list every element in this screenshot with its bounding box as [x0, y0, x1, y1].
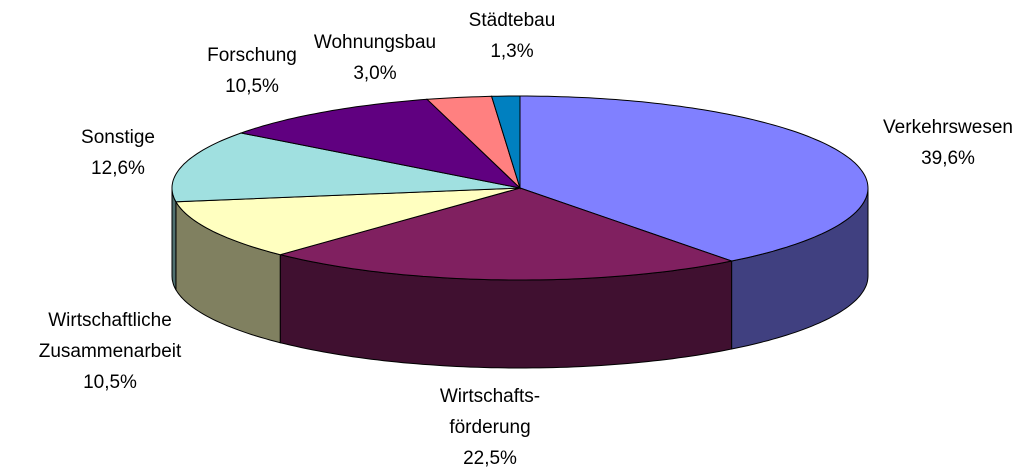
value-label: 1,3% — [490, 41, 534, 62]
slice — [519, 95, 869, 262]
category-label: Verkehrswesen — [883, 117, 1013, 138]
category-label: Sonstige — [81, 127, 155, 148]
slice — [490, 95, 521, 189]
value-label: 3,0% — [353, 63, 397, 84]
slice-label: Wirtschafts- förderung 22,5% — [440, 381, 540, 470]
slice — [280, 187, 734, 281]
slice-label: Sonstige 12,6% — [81, 122, 155, 184]
slice — [174, 187, 521, 256]
category-label: Wirtschaftliche Zusammenarbeit — [38, 310, 182, 362]
category-label: Forschung — [207, 45, 297, 66]
value-label: 12,6% — [91, 158, 145, 179]
slice-label: Wohnungsbau 3,0% — [314, 27, 436, 89]
slice-side — [171, 187, 177, 291]
category-label: Wirtschafts- förderung — [439, 386, 541, 438]
value-label: 10,5% — [83, 372, 137, 393]
value-label: 10,5% — [225, 76, 279, 97]
value-label: 22,5% — [463, 448, 517, 469]
slice-label: Verkehrswesen 39,6% — [883, 112, 1013, 174]
category-label: Städtebau — [468, 10, 556, 31]
category-label: Wohnungsbau — [313, 32, 437, 53]
value-label: 39,6% — [921, 148, 975, 169]
slice-label: Städtebau 1,3% — [469, 5, 556, 67]
slice — [171, 132, 521, 203]
slice — [425, 95, 522, 190]
slice-label: Forschung 10,5% — [207, 40, 297, 102]
slice-label: Wirtschaftliche Zusammenarbeit 10,5% — [39, 305, 182, 398]
